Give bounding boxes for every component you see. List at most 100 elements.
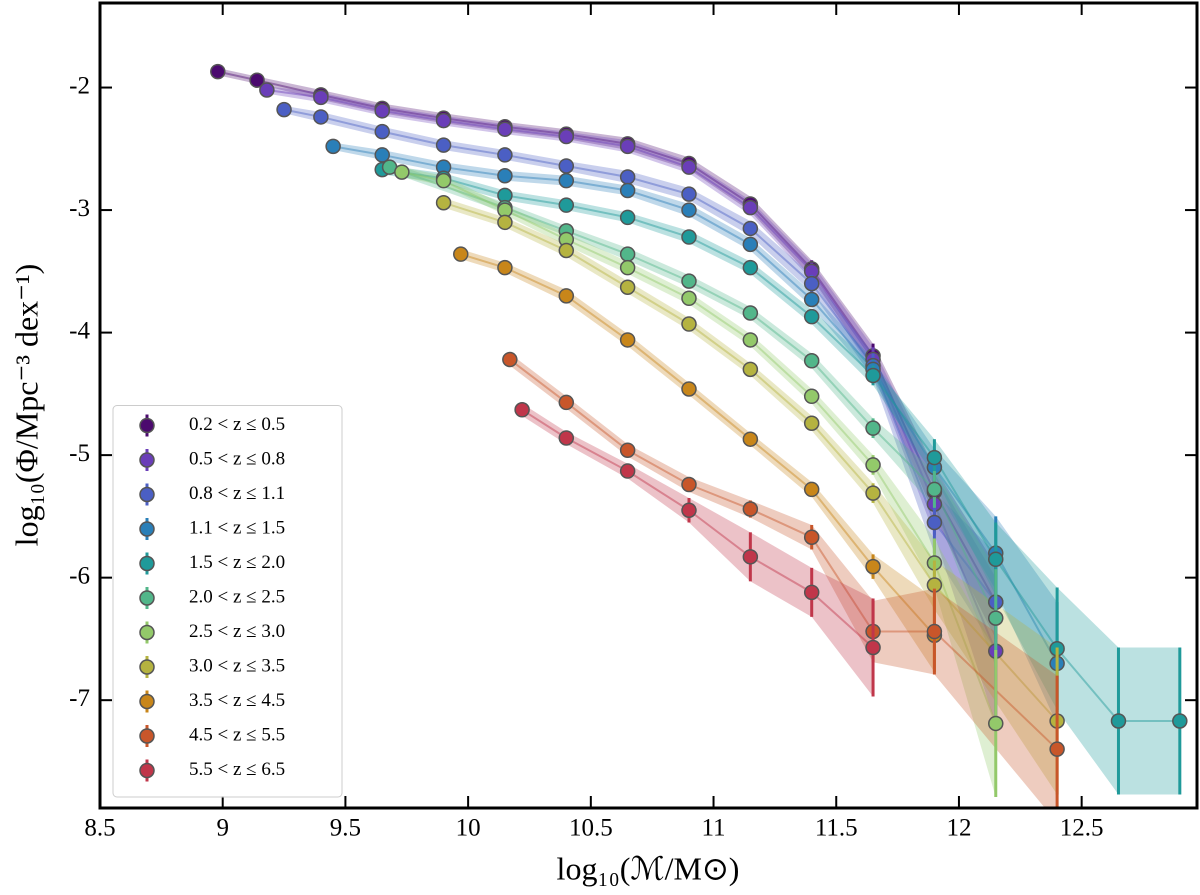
legend-marker [139, 762, 155, 779]
x-tick-label: 12 [946, 815, 971, 842]
data-point [681, 229, 697, 245]
data-point [681, 316, 697, 332]
y-axis-label: log₁₀(Φ/Mpc⁻³ dex⁻¹) [8, 264, 44, 547]
data-point [865, 420, 881, 436]
data-point [558, 158, 575, 174]
data-point [742, 236, 759, 253]
data-point [619, 279, 636, 296]
legend-marker [139, 452, 155, 468]
data-point [619, 209, 636, 226]
data-point [865, 639, 881, 656]
x-tick-label: 10.5 [569, 815, 613, 842]
data-point [681, 290, 697, 307]
x-tick-label: 9.5 [330, 815, 361, 842]
data-point [558, 430, 575, 446]
data-point [374, 103, 390, 119]
data-point [742, 220, 759, 237]
data-point [803, 529, 820, 545]
data-point [865, 367, 881, 384]
legend-label: 3.0 < z ≤ 3.5 [189, 655, 285, 676]
y-tick-label: -6 [69, 562, 90, 589]
plot-area [210, 63, 1188, 808]
data-point [435, 172, 452, 189]
error-band [333, 142, 1058, 725]
x-tick-label: 11.5 [815, 815, 858, 842]
legend-label: 3.5 < z ≤ 4.5 [189, 690, 285, 711]
legend-label: 1.5 < z ≤ 2.0 [189, 552, 285, 573]
data-point [435, 194, 452, 211]
data-point [988, 551, 1004, 568]
data-point [742, 199, 759, 216]
data-point [435, 137, 452, 153]
legend-label: 0.5 < z ≤ 0.8 [189, 448, 285, 469]
x-tick-label: 8.5 [84, 815, 115, 842]
data-point [394, 164, 410, 180]
legend-marker [139, 728, 155, 744]
data-point [210, 63, 226, 80]
legend-box [112, 405, 343, 798]
data-point [453, 246, 469, 262]
data-point [681, 476, 697, 493]
y-tick-label: -3 [69, 195, 90, 222]
data-point [259, 82, 275, 98]
data-point [803, 275, 820, 292]
data-point [619, 169, 636, 185]
legend-label: 2.5 < z ≤ 3.0 [189, 621, 285, 642]
data-point [926, 514, 943, 531]
data-point [325, 138, 341, 155]
legend-marker [139, 555, 155, 572]
series-line [443, 201, 1058, 722]
data-point [803, 388, 820, 405]
data-point [742, 259, 759, 276]
data-point [803, 308, 820, 325]
data-point [681, 273, 697, 289]
data-point [558, 288, 575, 304]
data-point [681, 159, 697, 175]
legend-marker [139, 590, 155, 606]
data-point [926, 449, 943, 466]
x-tick-label: 9 [216, 815, 229, 842]
data-point [276, 101, 292, 118]
data-point [619, 246, 636, 262]
y-tick-label: -4 [69, 317, 90, 344]
data-point [988, 610, 1004, 626]
data-point [497, 121, 513, 137]
x-tick-label: 11 [701, 815, 725, 842]
data-point [865, 457, 881, 473]
error-band [522, 403, 874, 697]
legend-marker [139, 624, 155, 641]
legend-marker [139, 486, 155, 503]
data-point [558, 172, 575, 189]
legend-marker [139, 659, 155, 675]
data-point [681, 381, 697, 397]
data-point [681, 502, 697, 519]
y-tick-label: -5 [69, 440, 90, 467]
data-point [497, 147, 513, 163]
data-point [742, 549, 759, 565]
x-axis-label: log₁₀(ℳ/M⊙) [557, 850, 740, 886]
data-point [619, 259, 636, 276]
data-point [502, 351, 518, 368]
data-point [803, 481, 820, 498]
series-line [382, 168, 1180, 723]
data-point [514, 402, 530, 418]
data-point [988, 715, 1004, 732]
legend-marker [139, 521, 155, 537]
legend-marker [139, 693, 155, 710]
data-point [865, 558, 881, 575]
data-point [619, 182, 636, 199]
series-line [217, 70, 997, 603]
data-point [619, 332, 636, 348]
data-point [1110, 713, 1127, 729]
y-tick-label: -2 [69, 72, 90, 99]
axes-frame [98, 1, 1199, 810]
legend-label: 5.5 < z ≤ 6.5 [189, 759, 285, 780]
legend-label: 0.2 < z ≤ 0.5 [189, 414, 285, 435]
legend-label: 1.1 < z ≤ 1.5 [189, 517, 285, 538]
error-band [382, 164, 1180, 795]
data-point [497, 259, 513, 276]
data-point [926, 623, 943, 640]
data-point [742, 501, 759, 517]
data-point [313, 89, 329, 106]
